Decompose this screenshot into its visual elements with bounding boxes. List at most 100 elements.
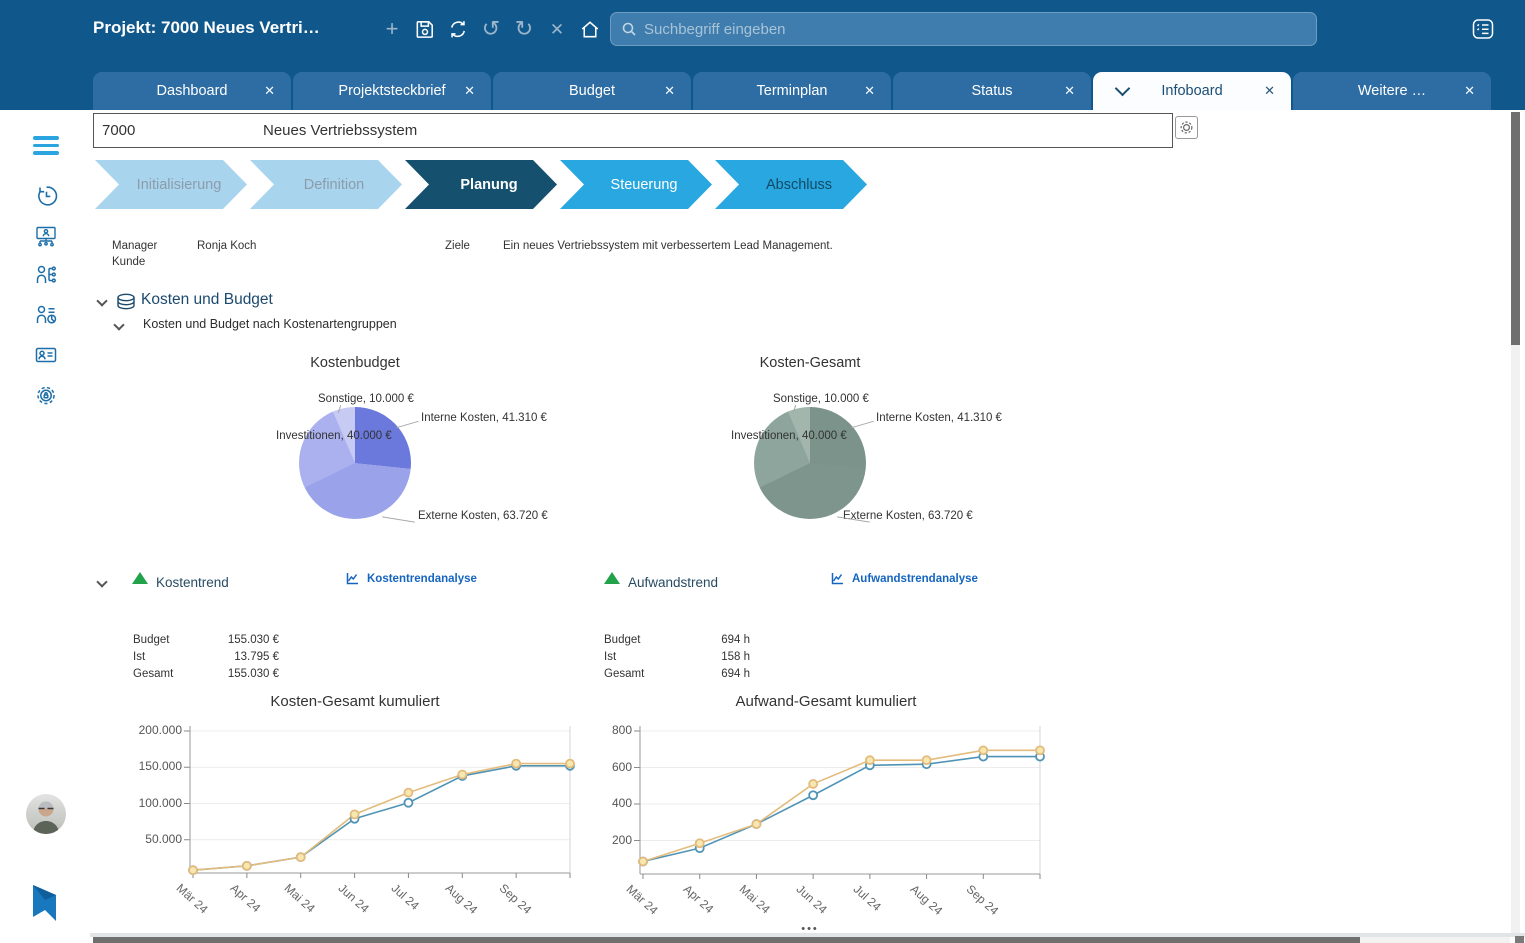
tab-status[interactable]: Status ✕ <box>893 72 1091 110</box>
vertical-scrollbar-track[interactable] <box>1511 112 1520 933</box>
kunde-label: Kunde <box>112 256 146 268</box>
collapse-section-icon[interactable] <box>96 295 108 307</box>
x-axis-tick-label: Jun 24 <box>335 881 372 916</box>
y-axis-tick-label: 400 <box>611 796 632 810</box>
tab-close-icon[interactable]: ✕ <box>464 83 475 98</box>
pie-chart-kosten-gesamt <box>754 407 866 519</box>
y-axis-tick-label: 200.000 <box>138 723 182 737</box>
redo-button[interactable]: ↻ <box>511 14 537 44</box>
collapse-trend-icon[interactable] <box>96 576 108 588</box>
tab-weitere[interactable]: Weitere … ✕ <box>1293 72 1491 110</box>
pie-title: Kosten-Gesamt <box>759 355 861 371</box>
stat-value: 694 h <box>721 634 750 646</box>
tab-close-icon[interactable]: ✕ <box>264 83 275 98</box>
search-icon <box>622 22 636 36</box>
chevron-down-icon[interactable] <box>1114 80 1131 97</box>
pie-label-interne: Interne Kosten, 41.310 € <box>421 412 547 424</box>
sidebar-item-administration[interactable] <box>33 382 59 408</box>
pie-label-investitionen: Investitionen, 40.000 € <box>731 430 847 442</box>
stat-value: 158 h <box>721 651 750 663</box>
aufwandstrendanalyse-link[interactable]: Aufwandstrendanalyse <box>852 573 978 585</box>
ziele-value: Ein neues Vertriebssystem mit verbessert… <box>503 240 833 252</box>
manager-label: Manager <box>112 240 158 252</box>
y-axis-tick-label: 800 <box>611 723 632 737</box>
project-settings-button[interactable] <box>1175 116 1198 139</box>
phase-planung[interactable]: Planung <box>405 160 557 209</box>
y-axis-tick-label: 50.000 <box>145 831 182 846</box>
tab-terminplan[interactable]: Terminplan ✕ <box>693 72 891 110</box>
tab-close-icon[interactable]: ✕ <box>864 83 875 98</box>
protocol-icon <box>1472 19 1494 39</box>
stats-row: Ist 13.795 € <box>133 649 279 666</box>
stat-value: 155.030 € <box>227 634 279 646</box>
aufwand-stats: Budget 694 h Ist 158 h Gesamt 694 h <box>604 632 750 683</box>
aufwandstrend-title: Aufwandstrend <box>628 575 719 590</box>
kostentrendanalyse-link[interactable]: Kostentrendanalyse <box>367 573 477 585</box>
phase-stepper: Initialisierung Definition Planung Steue… <box>95 160 870 209</box>
scrollbar-corner <box>1515 936 1524 943</box>
stats-row: Budget 155.030 € <box>133 632 279 649</box>
close-button[interactable]: ✕ <box>544 14 570 44</box>
sidebar-item-reports[interactable] <box>33 302 59 328</box>
sidebar-item-contacts[interactable] <box>33 342 59 368</box>
x-axis-tick-label: Mär 24 <box>173 881 211 917</box>
tab-dashboard[interactable]: Dashboard ✕ <box>93 72 291 110</box>
phase-steuerung[interactable]: Steuerung <box>560 160 712 209</box>
stat-value: 13.795 € <box>234 651 279 663</box>
refresh-button[interactable] <box>445 14 471 44</box>
stat-value: 155.030 € <box>227 668 279 680</box>
phase-initialisierung[interactable]: Initialisierung <box>95 160 247 209</box>
sidebar-item-history[interactable] <box>33 183 59 209</box>
phase-definition[interactable]: Definition <box>250 160 402 209</box>
chart-link-icon[interactable] <box>345 571 360 591</box>
sidebar-item-projects[interactable] <box>33 223 59 249</box>
tab-infoboard[interactable]: Infoboard ✕ <box>1093 72 1291 110</box>
section-title: Kosten und Budget <box>141 291 273 308</box>
pie-label-interne: Interne Kosten, 41.310 € <box>876 412 1002 424</box>
horizontal-scrollbar-thumb[interactable] <box>93 937 1360 943</box>
y-axis-tick-label: 100.000 <box>138 795 182 810</box>
tab-close-icon[interactable]: ✕ <box>1464 83 1475 98</box>
global-search <box>610 12 1317 46</box>
tab-label: Projektsteckbrief <box>338 83 446 99</box>
tab-close-icon[interactable]: ✕ <box>1264 83 1275 98</box>
manager-value: Ronja Koch <box>197 240 257 252</box>
tab-label: Budget <box>569 83 615 99</box>
stats-row: Budget 694 h <box>604 632 750 649</box>
x-axis-tick-label: Mär 24 <box>623 882 661 918</box>
collapse-subsection-icon[interactable] <box>113 319 125 331</box>
phase-abschluss[interactable]: Abschluss <box>715 160 867 209</box>
save-button[interactable] <box>412 14 438 44</box>
tab-close-icon[interactable]: ✕ <box>1064 83 1075 98</box>
page-title: Projekt: 7000 Neues Vertri… <box>93 18 320 37</box>
pie-label-externe: Externe Kosten, 63.720 € <box>843 510 973 522</box>
protocol-button[interactable] <box>1470 16 1496 47</box>
pie-connector <box>382 516 415 523</box>
pie-label-sonstige: Sonstige, 10.000 € <box>318 393 414 405</box>
person-report-icon <box>36 305 57 324</box>
stat-value: 694 h <box>721 668 750 680</box>
tab-budget[interactable]: Budget ✕ <box>493 72 691 110</box>
home-button[interactable] <box>577 14 603 44</box>
project-name-field[interactable] <box>263 122 1172 139</box>
horizontal-scrollbar-track[interactable] <box>1360 937 1510 943</box>
sidebar-item-menu[interactable] <box>33 136 59 155</box>
vertical-scrollbar-thumb[interactable] <box>1511 112 1520 345</box>
x-axis-tick-label: Jun 24 <box>793 882 830 917</box>
sidebar-item-resources[interactable] <box>33 262 59 288</box>
tab-bar: Dashboard ✕ Projektsteckbrief ✕ Budget ✕… <box>93 72 1491 110</box>
x-axis-tick-label: Sep 24 <box>963 882 1002 918</box>
project-code-field[interactable] <box>94 122 263 139</box>
pie-chart-kostenbudget <box>299 407 411 519</box>
stats-row: Gesamt 694 h <box>604 666 750 683</box>
user-avatar[interactable] <box>26 794 66 834</box>
pie-title: Kostenbudget <box>310 355 400 371</box>
search-input[interactable] <box>644 20 1306 38</box>
undo-button[interactable]: ↺ <box>478 14 504 44</box>
add-button[interactable]: + <box>379 14 405 44</box>
chart-link-icon[interactable] <box>830 571 845 591</box>
tab-close-icon[interactable]: ✕ <box>664 83 675 98</box>
tab-label: Infoboard <box>1161 83 1223 99</box>
tab-projektsteckbrief[interactable]: Projektsteckbrief ✕ <box>293 72 491 110</box>
panel-resize-handle[interactable]: ••• <box>801 923 819 935</box>
